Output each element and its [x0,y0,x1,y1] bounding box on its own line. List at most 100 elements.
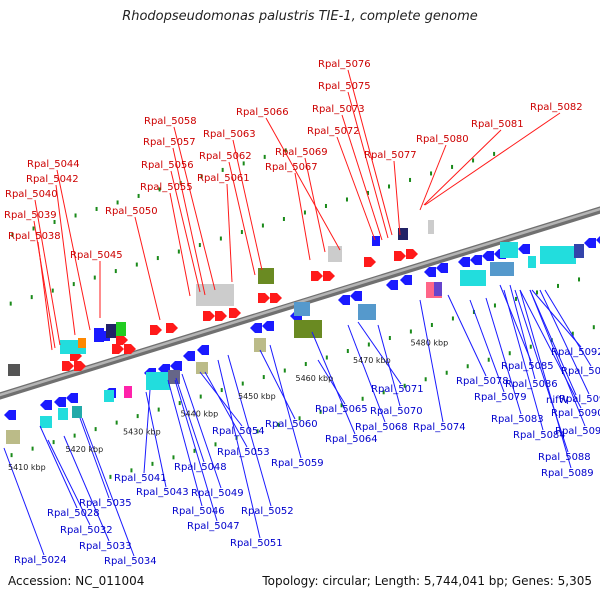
guide-dot [361,396,364,401]
gene-block [8,364,20,376]
guide-dot [263,154,266,159]
accession-text: Accession: NC_011004 [8,574,145,588]
callout-line [539,289,590,395]
callout-line [499,284,532,362]
guide-dot [277,422,280,427]
gene-block [94,328,104,342]
guide-dot [32,226,35,231]
gene-block [104,390,114,402]
scale-tick-label: 5460 kbp [296,374,334,383]
guide-dot [221,167,224,172]
gene-features [4,220,600,444]
forward-gene-arrow [311,271,323,281]
gene-block [398,228,408,240]
callout-line [393,160,401,236]
callout-line [145,391,167,488]
reverse-gene-label: Rpal_5053 [217,447,270,458]
guide-dot [493,151,496,156]
forward-gene-arrow [203,311,215,321]
guide-dot [193,448,196,453]
gene-block [40,416,52,428]
reverse-gene-arrow [584,238,596,248]
callout-line [181,373,222,489]
guide-dot [409,329,412,334]
callout-line [204,371,248,448]
guide-dot [256,429,259,434]
gene-block [434,282,442,296]
reverse-gene-label: Rpal_5091 [555,426,600,437]
gene-block [124,386,132,398]
reverse-gene-arrow [470,255,482,265]
gene-block [428,220,434,234]
callout-line [304,157,326,253]
guide-dot [487,357,490,362]
callout-line [199,371,243,427]
forward-gene-label: Rpal_5057 [143,137,196,148]
gene-block [574,244,584,258]
guide-dot [424,377,427,382]
gene-block [500,242,518,258]
guide-dot [283,368,286,373]
gene-block [328,246,342,262]
callout-line [294,172,311,261]
forward-gene-label: Rpal_5069 [275,147,328,158]
guide-dot [409,177,412,182]
reverse-gene-label: Rpal_5024 [14,555,67,566]
guide-dot [430,171,433,176]
callout-line [529,289,577,396]
callout-line [56,169,91,331]
gene-block [58,408,68,420]
callout-line [519,289,572,469]
reverse-gene-label: Rpal_5033 [79,541,132,552]
topology-text: Topology: circular; Length: 5,744,041 bp… [262,574,592,588]
reverse-gene-label: Rpal_5083 [491,414,544,425]
guide-dot [116,200,119,205]
guide-dot [529,344,532,349]
guide-dot [388,184,391,189]
forward-gene-label: Rpal_5056 [141,160,194,171]
forward-gene-arrow [215,311,227,321]
gene-block [258,268,274,284]
guide-dot [31,446,34,451]
guide-dot [303,210,306,215]
reverse-gene-arrow [158,364,170,374]
guide-dot [261,223,264,228]
callout-line [174,379,218,522]
reverse-gene-label: Rpal_5035 [79,498,132,509]
forward-gene-label: Rpal_5038 [8,231,61,242]
guide-dot [403,383,406,388]
guide-dot [284,148,287,153]
guide-dot [198,243,201,248]
reverse-gene-label: Rpal_5088 [538,452,591,463]
reverse-gene-arrow [400,275,412,285]
reverse-gene-label: Rpal_5034 [104,556,157,567]
guide-dot [30,295,33,300]
reverse-gene-label: Rpal_5092 [551,347,600,358]
reverse-gene-label: Rpal_5084 [513,430,566,441]
gene-block [196,362,208,374]
callout-line [79,417,110,499]
guide-dot [240,230,243,235]
reverse-gene-label: Rpal_5047 [187,521,240,532]
reverse-gene-arrow [250,323,262,333]
callout-line [419,144,447,211]
guide-dot [93,275,96,280]
reverse-gene-arrow [518,244,530,254]
callout-line [173,126,216,291]
callout-line [33,220,56,349]
callout-line [226,183,233,283]
reverse-gene-label: Rpal_5032 [60,525,113,536]
guide-dot [466,364,469,369]
forward-gene-arrow [74,361,86,371]
guide-dot [172,455,175,460]
gene-block [460,270,486,286]
gene-block [358,304,376,320]
guide-dot [53,219,56,224]
callout-line [336,136,376,241]
reverse-gene-arrow [482,251,494,261]
guide-dot [156,256,159,261]
forward-gene-arrow [364,257,376,267]
reverse-gene-label: Rpal_5078 [456,376,509,387]
callout-line [341,114,383,241]
gene-labels: Rpal_5076 Rpal_5075 Rpal_5073 Rpal_5082 Rpal… [4,59,600,567]
